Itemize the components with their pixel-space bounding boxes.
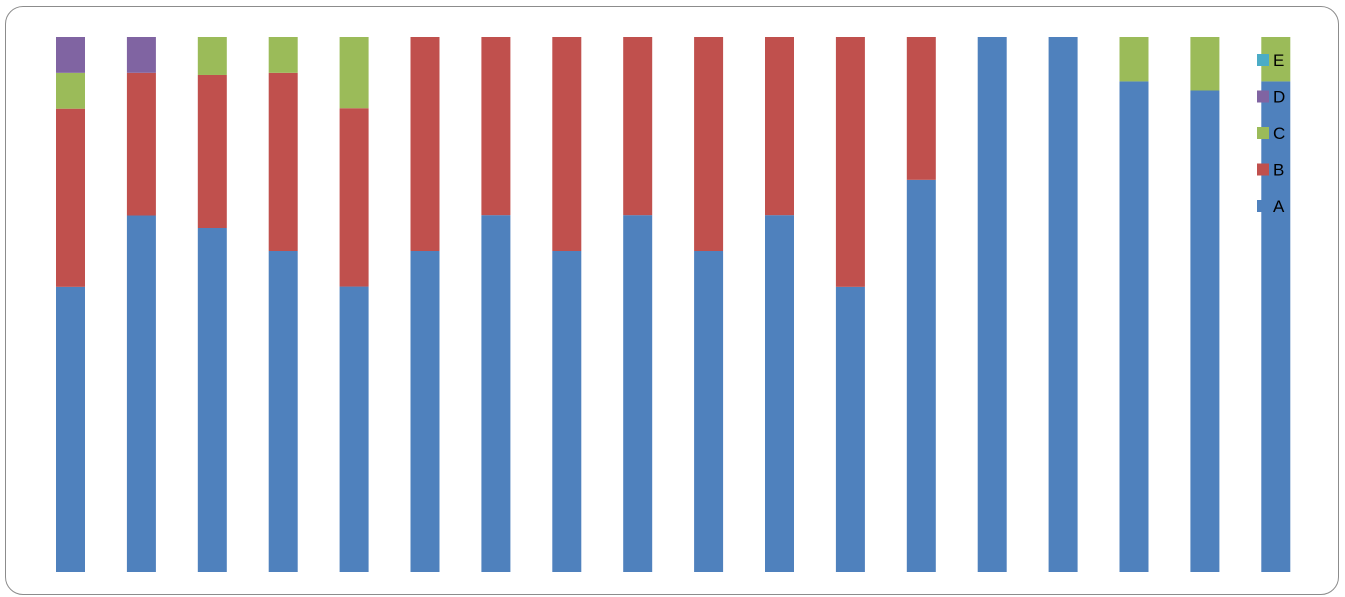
legend-swatch-d [1257, 90, 1269, 103]
bar-segment-b-10 [694, 37, 724, 251]
bar-segment-c-17 [1190, 37, 1220, 91]
bar-segment-a-11 [765, 215, 794, 572]
bar-segment-c-1 [56, 72, 85, 109]
legend-item-c: C [1257, 124, 1285, 143]
bar-segment-a-10 [694, 251, 724, 572]
bar-segment-a-2 [126, 215, 156, 572]
bar-segment-a-1 [56, 286, 85, 572]
bar-segment-b-3 [197, 74, 227, 229]
bar-segment-c-3 [197, 37, 227, 75]
legend-label-c: C [1273, 124, 1285, 143]
bar-segment-c-5 [339, 37, 369, 109]
legend-swatch-c [1257, 127, 1269, 139]
bar-segment-a-4 [268, 251, 298, 572]
bar-segment-b-9 [623, 37, 653, 216]
legend-item-a: A [1257, 197, 1285, 216]
bar-segment-a-8 [552, 251, 582, 572]
legend-label-a: A [1273, 197, 1285, 216]
bar-segment-a-13 [906, 179, 936, 572]
legend-label-b: B [1273, 161, 1284, 180]
bar-segment-d-2 [126, 37, 156, 73]
bar-segment-a-16 [1119, 81, 1149, 573]
legend-item-e: E [1257, 51, 1284, 70]
bar-segment-b-4 [268, 72, 298, 251]
legend-swatch-e [1257, 54, 1269, 66]
legend-item-b: B [1257, 161, 1284, 180]
bar-segment-a-9 [623, 215, 653, 572]
legend-item-d: D [1257, 88, 1285, 107]
bar-segment-b-12 [835, 37, 865, 287]
legend-label-e: E [1273, 51, 1284, 70]
bar-segment-a-14 [977, 37, 1007, 572]
bar-segment-a-17 [1190, 90, 1220, 572]
bar-segment-a-6 [410, 251, 440, 572]
bar-segment-a-12 [835, 286, 865, 572]
bar-segment-c-16 [1119, 37, 1149, 82]
bar-segment-a-15 [1048, 37, 1078, 572]
bar-segment-b-11 [765, 37, 794, 216]
bar-segment-b-13 [906, 37, 936, 180]
bar-segment-b-2 [126, 72, 156, 216]
bar-segment-b-1 [56, 108, 85, 287]
legend-swatch-a [1257, 200, 1269, 212]
legend-swatch-b [1257, 163, 1269, 176]
chart-frame [5, 6, 1339, 595]
bars-layer [56, 37, 1291, 573]
bar-segment-a-7 [481, 215, 511, 572]
bar-segment-d-1 [56, 37, 85, 73]
bar-segment-b-8 [552, 37, 582, 251]
bar-segment-a-18 [1261, 81, 1291, 573]
legend-label-d: D [1273, 88, 1285, 107]
bar-segment-b-7 [481, 37, 511, 216]
bar-segment-a-3 [197, 228, 227, 572]
bar-segment-a-5 [339, 286, 369, 572]
bar-segment-b-6 [410, 37, 440, 251]
bar-segment-c-4 [268, 37, 298, 73]
bar-segment-b-5 [339, 108, 369, 287]
